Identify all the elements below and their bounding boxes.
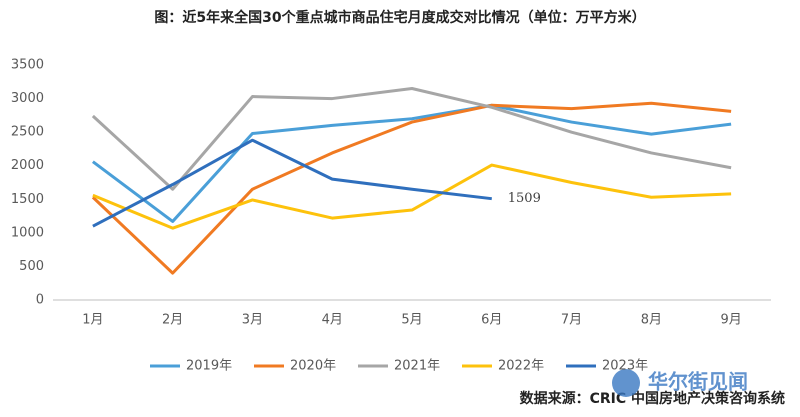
legend-label: 2021年	[394, 359, 440, 374]
source: 数据来源：CRIC 中国房地产决策咨询系统	[520, 390, 785, 407]
series-line	[92, 138, 492, 228]
x-tick-label: 9月	[720, 313, 741, 328]
x-tick-label: 3月	[242, 313, 263, 328]
x-tick-label: 8月	[641, 313, 662, 328]
y-tick-label: 2500	[11, 125, 44, 140]
legend-label: 2019年	[186, 359, 232, 374]
chart-title: 图：近5年来全国30个重点城市商品住宅月度成交对比情况（单位：万平方米）	[154, 9, 645, 26]
x-tick-label: 1月	[82, 313, 103, 328]
data-label: 1509	[508, 191, 541, 206]
x-tick-label: 4月	[322, 313, 343, 328]
x-tick-label: 5月	[401, 313, 422, 328]
y-tick-label: 1500	[11, 192, 44, 207]
x-tick-label: 6月	[481, 313, 502, 328]
series-line	[91, 87, 732, 191]
series-line	[92, 163, 732, 230]
y-tick-label: 0	[36, 293, 44, 308]
y-tick-label: 1000	[11, 225, 44, 240]
legend-label: 2023年	[602, 359, 648, 374]
watermark: 华尔街见闻	[648, 370, 748, 394]
y-tick-label: 3000	[11, 91, 44, 106]
legend-label: 2020年	[290, 359, 336, 374]
x-tick-label: 2月	[162, 313, 183, 328]
series-line	[91, 103, 732, 223]
y-tick-label: 3500	[11, 58, 44, 73]
y-tick-label: 2000	[11, 158, 44, 173]
y-tick-label: 500	[19, 259, 44, 274]
x-tick-label: 7月	[561, 313, 582, 328]
watermark-logo	[612, 369, 640, 397]
series-line	[91, 101, 732, 275]
legend-label: 2022年	[498, 359, 544, 374]
